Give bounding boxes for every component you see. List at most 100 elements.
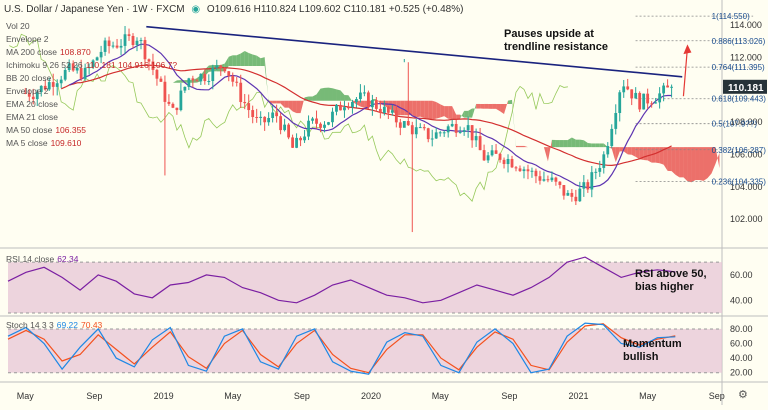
candle-body: [594, 171, 598, 173]
time-axis-tick: Sep: [709, 391, 725, 401]
cloud-segment: [276, 100, 281, 104]
indicator-row[interactable]: Envelope 2: [6, 34, 52, 44]
cloud-segment: [703, 147, 708, 181]
candle-body: [203, 73, 207, 82]
indicator-row[interactable]: Envelope 2: [6, 86, 52, 96]
candle-body: [514, 167, 518, 169]
candle-body: [550, 177, 554, 181]
indicator-label: Ichimoku 9 26 52 26: [6, 60, 83, 70]
fib-level-label: 0.618(109.443): [712, 95, 767, 104]
cloud-segment: [675, 147, 680, 178]
cloud-segment: [623, 147, 628, 155]
cloud-segment: [204, 65, 209, 76]
stoch-axis-tick: 40.00: [730, 353, 753, 363]
candle-body: [390, 110, 394, 113]
cloud-segment: [695, 147, 700, 181]
cloud-segment: [500, 103, 505, 114]
cloud-segment: [412, 100, 417, 118]
indicator-label: Envelope 2: [6, 34, 49, 44]
cloud-segment: [464, 110, 469, 118]
candle-body: [606, 146, 610, 155]
indicator-row[interactable]: MA 50 close 106.355: [6, 125, 86, 135]
candle-body: [638, 92, 642, 110]
candle-body: [155, 69, 159, 79]
candle-body: [546, 179, 550, 181]
cloud-segment: [428, 100, 433, 120]
candle-body: [430, 138, 434, 140]
settings-icon[interactable]: ⚙: [738, 389, 748, 401]
cloud-segment: [228, 55, 233, 67]
candle-body: [71, 63, 75, 71]
fib-level-label: 0.886(113.026): [712, 37, 766, 46]
candle-body: [167, 101, 171, 104]
candle-body: [370, 100, 374, 108]
cloud-segment: [312, 94, 317, 101]
candle-body: [319, 123, 322, 128]
candle-body: [438, 132, 442, 134]
indicator-row[interactable]: BB 20 close: [6, 73, 54, 83]
cloud-segment: [408, 100, 413, 116]
indicator-row[interactable]: MA 200 close 108.870: [6, 47, 91, 57]
ma50-line: [68, 43, 672, 189]
candle-body: [207, 81, 211, 83]
cloud-segment: [555, 140, 560, 148]
candle-body: [183, 86, 187, 91]
indicator-row[interactable]: EMA 20 close: [6, 99, 61, 109]
cloud-segment: [448, 106, 453, 119]
price-axis-tick: 106.000: [730, 149, 763, 159]
candle-body: [227, 71, 231, 76]
cloud-segment: [667, 147, 672, 172]
cloud-segment: [575, 139, 580, 148]
candle-body: [582, 182, 586, 189]
projection-arrow: [682, 47, 689, 97]
candle-body: [650, 103, 654, 105]
candle-body: [331, 111, 334, 123]
cloud-segment: [316, 88, 321, 101]
rsi-legend-label: RSI 14 close: [6, 254, 55, 264]
candle-body: [642, 93, 646, 110]
indicator-row[interactable]: Ichimoku 9 26 52 26 110.181 104.916 106.7…: [6, 60, 177, 70]
time-axis-tick: May: [224, 391, 242, 401]
candle-body: [239, 82, 243, 103]
indicator-label: BB 20 close: [6, 73, 52, 83]
cloud-segment: [336, 89, 341, 101]
visibility-icon[interactable]: ◉: [191, 4, 201, 15]
candle-body: [666, 85, 670, 88]
indicator-row[interactable]: EMA 21 close: [6, 112, 61, 122]
candle-body: [478, 136, 482, 151]
cloud-segment: [416, 100, 421, 118]
candle-body: [558, 181, 562, 186]
cloud-segment: [559, 140, 564, 148]
candle-body: [139, 40, 143, 42]
fib-level-label: 0.382(106.287): [712, 146, 767, 155]
candle-body: [103, 40, 107, 52]
cloud-segment: [516, 145, 520, 148]
stoch-axis-tick: 20.00: [730, 368, 753, 378]
stoch-legend-label: Stoch 14 3 3: [6, 320, 54, 330]
cloud-segment: [547, 139, 552, 162]
cloud-segment: [476, 103, 481, 109]
candle-body: [31, 96, 35, 100]
candle-body: [598, 167, 602, 172]
indicator-label: Envelope 2: [6, 86, 49, 96]
price-axis-tick: 104.000: [730, 182, 763, 192]
candle-body: [570, 192, 574, 197]
time-axis-tick: 2019: [154, 391, 174, 401]
candle-body: [299, 137, 302, 141]
candle-body: [410, 125, 414, 135]
candle-body: [662, 85, 666, 94]
candle-body: [107, 40, 111, 47]
candle-body: [275, 112, 279, 117]
candle-body: [287, 124, 290, 138]
candle-body: [510, 158, 514, 168]
cloud-segment: [715, 147, 720, 169]
indicator-row[interactable]: Vol 20: [6, 21, 33, 31]
chikou-span-line: [9, 33, 568, 202]
candle-body: [554, 177, 558, 182]
candle-body: [398, 122, 402, 128]
candle-body: [566, 192, 570, 196]
indicator-label: Vol 20: [6, 21, 30, 31]
rsi-axis-tick: 40.00: [730, 295, 753, 305]
indicator-row[interactable]: MA 5 close 109.610: [6, 138, 81, 148]
